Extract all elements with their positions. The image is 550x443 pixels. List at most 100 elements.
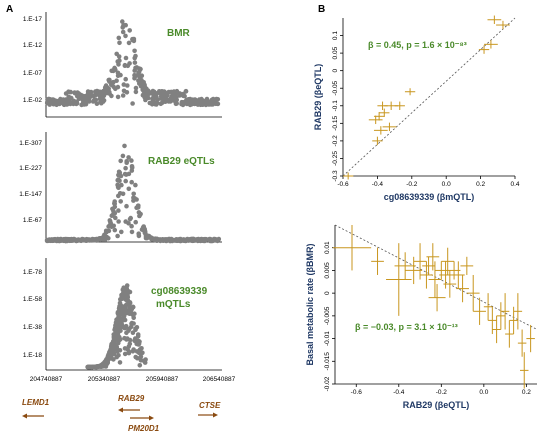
data-point (466, 274, 480, 312)
y-tick-label: 1.E-147 (19, 191, 42, 198)
manhattan-point (126, 186, 132, 192)
x-tick-label: -0.4 (372, 181, 384, 188)
y-tick-label: 1.E-17 (23, 16, 43, 23)
manhattan-point (209, 97, 215, 102)
manhattan-point (140, 92, 146, 98)
manhattan-point (129, 158, 134, 163)
y-tick-label: 1.E-307 (19, 140, 42, 147)
gene-arrow-pm20d1 (130, 415, 154, 421)
manhattan-point (134, 349, 140, 354)
manhattan-point (125, 83, 130, 88)
manhattan-point (150, 97, 155, 102)
data-point (404, 88, 416, 96)
manhattan-point (120, 153, 126, 159)
manhattan-point (162, 97, 167, 103)
data-point (394, 101, 405, 110)
manhattan-point (126, 349, 132, 354)
manhattan-point (168, 99, 173, 104)
manhattan-point (58, 96, 63, 102)
manhattan-point (140, 87, 145, 93)
y-tick-label: -0.1 (332, 100, 339, 112)
manhattan-point (133, 219, 138, 225)
panel-label-b: B (318, 4, 325, 15)
manhattan-point (130, 349, 136, 354)
manhattan-point (145, 235, 151, 240)
manhattan-point (114, 317, 119, 323)
manhattan-point (152, 101, 157, 106)
x-tick-label: 0.2 (476, 181, 485, 188)
x-tick-label: 204740887 (30, 376, 63, 383)
manhattan-point (138, 211, 143, 217)
manhattan-point (115, 182, 120, 188)
y-tick-label: 1.E-02 (23, 97, 43, 104)
y-axis-label: Basal metabolic rate (βBMR) (305, 243, 315, 365)
manhattan-point (86, 96, 92, 101)
manhattan-point (123, 323, 129, 329)
manhattan-point (127, 216, 133, 222)
y-axis-label: RAB29 (βeQTL) (313, 64, 323, 131)
manhattan-point (121, 304, 126, 310)
manhattan-point (131, 191, 136, 197)
manhattan-point (137, 363, 143, 368)
data-point (372, 136, 383, 146)
manhattan-point (151, 90, 157, 96)
manhattan-point (123, 76, 128, 82)
manhattan-point (123, 178, 128, 184)
manhattan-point (117, 320, 122, 326)
manhattan-point (124, 159, 129, 164)
data-point (505, 320, 514, 348)
manhattan-point (202, 237, 208, 242)
manhattan-point (120, 29, 126, 35)
data-point (487, 15, 502, 24)
manhattan-point (129, 168, 135, 173)
y-tick-label: 0.05 (332, 46, 339, 59)
manhattan-point (123, 296, 129, 302)
manhattan-point (121, 22, 126, 28)
manhattan-point (63, 238, 69, 243)
manhattan-bmr: 1.E-17 1.E-12 1.E-07 1.E-02 BMR (23, 12, 222, 118)
data-point (343, 172, 354, 180)
x-tick-label: -0.6 (337, 181, 349, 188)
y-tick-label: -0.3 (332, 170, 339, 182)
manhattan-point (116, 35, 122, 41)
manhattan-point (126, 40, 132, 46)
x-tick-label: 0.0 (479, 389, 488, 396)
data-point (368, 115, 383, 125)
trend-line (334, 224, 538, 330)
data-point (443, 270, 457, 298)
manhattan-point (174, 88, 180, 94)
manhattan-point (138, 354, 144, 359)
manhattan-point (132, 311, 137, 317)
manhattan-point (189, 98, 195, 104)
manhattan-point (126, 221, 131, 226)
manhattan-point (112, 327, 118, 333)
manhattan-point (121, 312, 126, 317)
y-tick-label: -0.15 (332, 116, 339, 131)
manhattan-point (45, 99, 50, 104)
manhattan-point (81, 99, 87, 104)
manhattan-point (119, 229, 124, 235)
panel-title: cg08639339 (151, 286, 208, 297)
manhattan-point (44, 237, 50, 243)
manhattan-point (126, 155, 131, 160)
manhattan-point (112, 335, 118, 341)
manhattan-point (101, 89, 106, 94)
y-tick-label: 0 (324, 291, 331, 295)
manhattan-point (139, 77, 144, 83)
manhattan-mqtl: 1.E-78 1.E-58 1.E-38 1.E-18 cg08639339 m… (23, 258, 222, 371)
manhattan-point (158, 237, 164, 243)
manhattan-point (144, 92, 149, 98)
manhattan-point (137, 81, 142, 86)
manhattan-point (129, 179, 134, 185)
manhattan-point (142, 226, 147, 232)
scatter-mqtl-vs-eqtl: -0.6 -0.4 -0.2 0.0 0.2 0.4 -0.3 -0.25 -0.2 -0.15 -… (313, 15, 520, 202)
manhattan-point (116, 208, 121, 213)
manhattan-point (129, 229, 135, 235)
manhattan-point (66, 89, 71, 94)
y-tick-label: 1.E-227 (19, 165, 42, 172)
manhattan-point (122, 62, 128, 68)
manhattan-point (124, 286, 129, 291)
manhattan-point (112, 227, 118, 233)
manhattan-point (115, 70, 121, 76)
manhattan-point (119, 182, 124, 188)
